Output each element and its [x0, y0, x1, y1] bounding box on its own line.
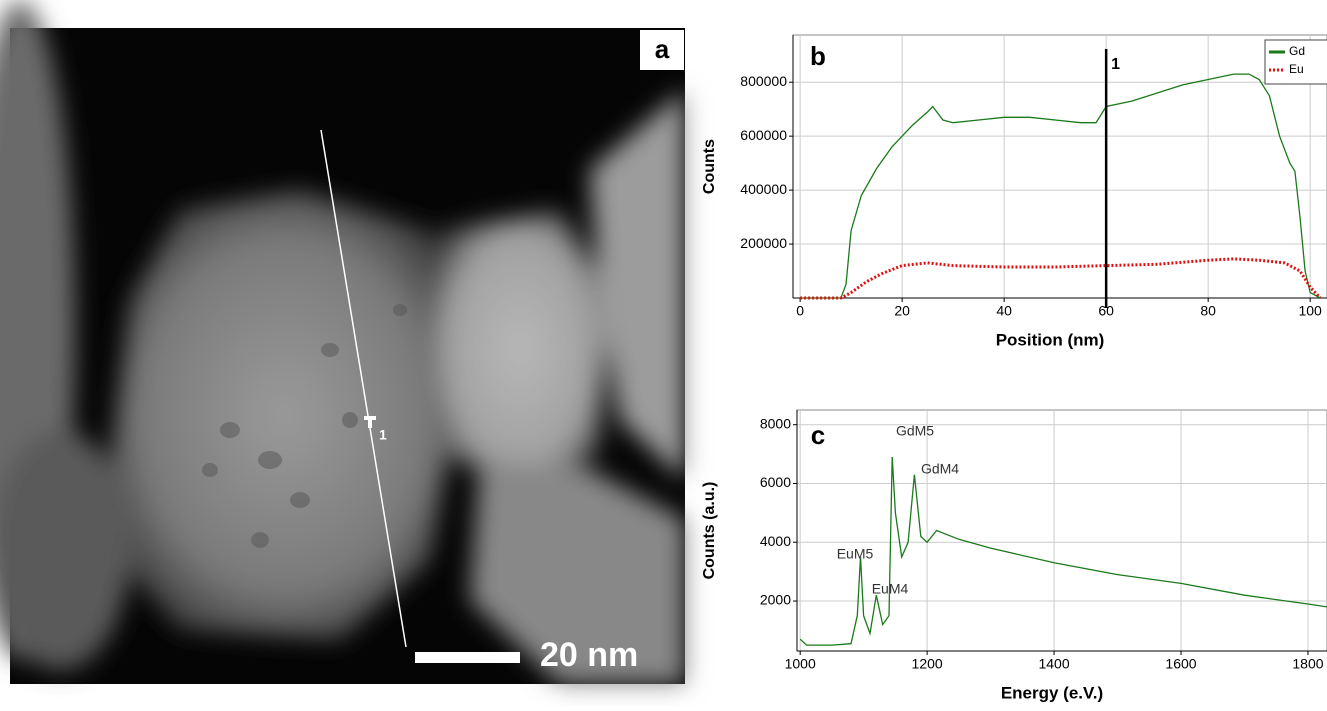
legend-label: Gd	[1289, 44, 1305, 58]
x-axis-title: Position (nm)	[996, 330, 1105, 349]
y-tick-label: 4000	[760, 533, 791, 549]
x-tick-label: 20	[894, 303, 910, 319]
plot-area	[796, 409, 1327, 652]
x-tick-label: 1200	[912, 656, 943, 672]
x-axis-title: Energy (e.V.)	[1001, 683, 1103, 702]
y-axis-title: Counts	[701, 139, 718, 194]
plot: 1000 1200 1400 1600 1800 2000 4000 6000 8000 GdM5…	[701, 409, 1327, 702]
marker-label: 1	[379, 427, 387, 443]
y-tick-label: 8000	[760, 415, 791, 431]
y-tick-label: 200000	[740, 235, 787, 251]
y-tick-label: 600000	[740, 127, 787, 143]
y-tick-label: 2000	[760, 592, 791, 608]
peak-label: GdM5	[896, 423, 934, 439]
x-tick-label: 100	[1298, 303, 1322, 319]
legend-label: Eu	[1289, 62, 1304, 76]
panel-label: c	[811, 420, 825, 450]
y-tick-label: 400000	[740, 181, 787, 197]
peak-label: GdM4	[921, 461, 959, 477]
y-tick-label: 6000	[760, 474, 791, 490]
peak-label: EuM4	[872, 581, 909, 597]
x-tick-label: 1400	[1038, 656, 1069, 672]
x-tick-label: 1800	[1292, 656, 1323, 672]
data-line	[800, 257, 1322, 300]
x-tick-label: 1000	[785, 656, 816, 672]
micrograph: a 1 20 nm	[0, 0, 685, 684]
data-line	[800, 73, 1321, 299]
y-tick-label: 800000	[740, 73, 787, 89]
legend	[1264, 39, 1327, 85]
x-tick-label: 1600	[1165, 656, 1196, 672]
annotation-label: 1	[1111, 56, 1120, 73]
x-tick-label: 40	[996, 303, 1012, 319]
panel-label: a	[655, 34, 670, 64]
panel-label: b	[810, 41, 826, 71]
x-tick-label: 60	[1098, 303, 1114, 319]
data-line	[799, 456, 1327, 646]
plot-area	[792, 34, 1327, 299]
plot: 0 20 40 60 80 100 200000 400000 600000 800000 1 Gd E…	[701, 34, 1327, 349]
x-tick-label: 0	[796, 303, 804, 319]
scale-bar-label: 20 nm	[540, 636, 638, 674]
x-tick-label: 80	[1200, 303, 1216, 319]
peak-label: EuM5	[837, 546, 874, 562]
y-axis-title: Counts (a.u.)	[701, 482, 718, 580]
